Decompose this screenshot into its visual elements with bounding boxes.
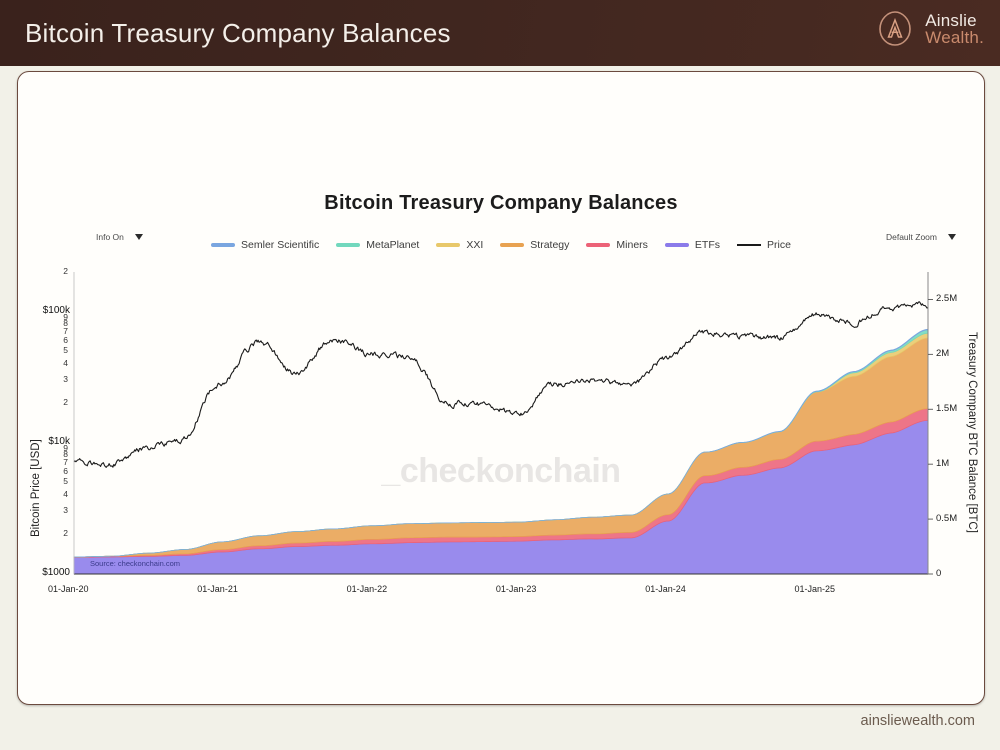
y-tick-left-minor: 2 — [63, 528, 68, 539]
y-tick-left-minor: 3 — [63, 374, 68, 385]
x-tick: 01-Jan-20 — [48, 584, 89, 594]
legend-swatch-icon — [586, 243, 611, 247]
legend-item[interactable]: Semler Scientific — [211, 239, 319, 251]
legend-label: Price — [767, 239, 791, 251]
y-tick-left-minor: 4 — [63, 488, 68, 499]
zoom-preset-label: Default Zoom — [885, 232, 937, 242]
y-tick-left-minor: 5 — [63, 345, 68, 356]
legend-item[interactable]: MetaPlanet — [336, 239, 419, 251]
legend-swatch-icon — [737, 244, 762, 246]
y-tick-right: 2M — [936, 348, 950, 360]
legend-item[interactable]: Miners — [586, 239, 648, 251]
legend-label: Semler Scientific — [241, 239, 320, 251]
legend-swatch-icon — [211, 243, 236, 247]
ainslie-a-mark-icon — [874, 8, 916, 50]
chart-title: Bitcoin Treasury Company Balances — [324, 192, 678, 214]
line-series-price — [73, 301, 929, 468]
source-note: Source: checkonchain.com — [90, 559, 181, 568]
footer-website: ainsliewealth.com — [860, 713, 975, 729]
legend-label: XXI — [466, 239, 484, 251]
legend-label: Strategy — [530, 239, 570, 251]
chart-card: Bitcoin Treasury Company Balances Info O… — [17, 71, 985, 705]
chart-plot-area: Bitcoin Treasury Company Balances Info O… — [18, 72, 984, 704]
legend-item[interactable]: XXI — [436, 239, 483, 251]
y-tick-left-minor: 7 — [63, 325, 68, 336]
y-tick-right: 2.5M — [936, 293, 958, 305]
y-tick-right: 0 — [936, 568, 942, 579]
y-tick-right: 0.5M — [936, 513, 958, 525]
legend-item[interactable]: ETFs — [664, 239, 721, 251]
y-tick-left-minor: 8 — [63, 449, 68, 460]
y-tick-left-minor: 3 — [63, 505, 68, 516]
x-tick: 01-Jan-25 — [794, 584, 836, 594]
y-tick-left-major: $10k — [48, 435, 70, 447]
legend-label: MetaPlanet — [366, 239, 420, 251]
y-tick-right: 1.5M — [936, 403, 958, 415]
legend-swatch-icon — [500, 243, 525, 247]
y-tick-left-minor: 9 — [63, 311, 68, 322]
brand-wordmark: Ainslie Wealth. — [925, 10, 984, 47]
chart-canvas — [73, 272, 933, 575]
zoom-preset-dropdown[interactable]: Default Zoom — [886, 232, 956, 242]
chevron-down-icon — [134, 234, 143, 240]
y-tick-left-minor: 2 — [63, 397, 68, 408]
legend-item[interactable]: Price — [737, 239, 791, 251]
x-tick: 01-Jan-21 — [197, 584, 238, 594]
x-tick: 01-Jan-22 — [346, 584, 388, 594]
info-toggle-dropdown[interactable]: Info On — [96, 232, 143, 242]
y-tick-left-minor: 9 — [63, 442, 68, 453]
legend-swatch-icon — [336, 243, 361, 247]
x-tick: 01-Jan-24 — [645, 584, 686, 594]
legend-swatch-icon — [436, 243, 461, 247]
page-title: Bitcoin Treasury Company Balances — [25, 18, 451, 48]
legend-item[interactable]: Strategy — [500, 239, 569, 251]
legend-label: Miners — [616, 239, 648, 251]
y-tick-left-minor: 6 — [63, 334, 68, 345]
app-header: Bitcoin Treasury Company Balances Ainsli… — [0, 0, 1000, 66]
y-tick-left-minor: 2 — [63, 266, 68, 276]
y-tick-right: 1M — [936, 458, 950, 470]
y-tick-left-major: $100k — [42, 304, 70, 316]
y-tick-left-minor: 8 — [63, 318, 68, 329]
y-axis-right-label: Treasury Company BTC Balance [BTC] — [966, 332, 978, 533]
legend-label: ETFs — [694, 239, 721, 251]
x-tick: 01-Jan-23 — [495, 584, 537, 594]
y-tick-left-minor: 5 — [63, 476, 68, 487]
y-tick-left-minor: 7 — [63, 457, 68, 468]
y-tick-left-minor: 6 — [63, 465, 68, 476]
brand-logo: Ainslie Wealth. — [874, 8, 984, 50]
brand-line-1: Ainslie — [925, 10, 977, 30]
info-toggle-label: Info On — [96, 232, 124, 242]
chevron-down-icon — [948, 234, 956, 240]
legend-swatch-icon — [664, 243, 689, 247]
chart-legend: Semler Scientific MetaPlanet XXI Strategy Mi… — [18, 239, 984, 251]
brand-line-2: Wealth. — [925, 28, 984, 47]
y-tick-left-major: $1000 — [42, 567, 70, 578]
y-tick-left-minor: 4 — [63, 357, 68, 368]
